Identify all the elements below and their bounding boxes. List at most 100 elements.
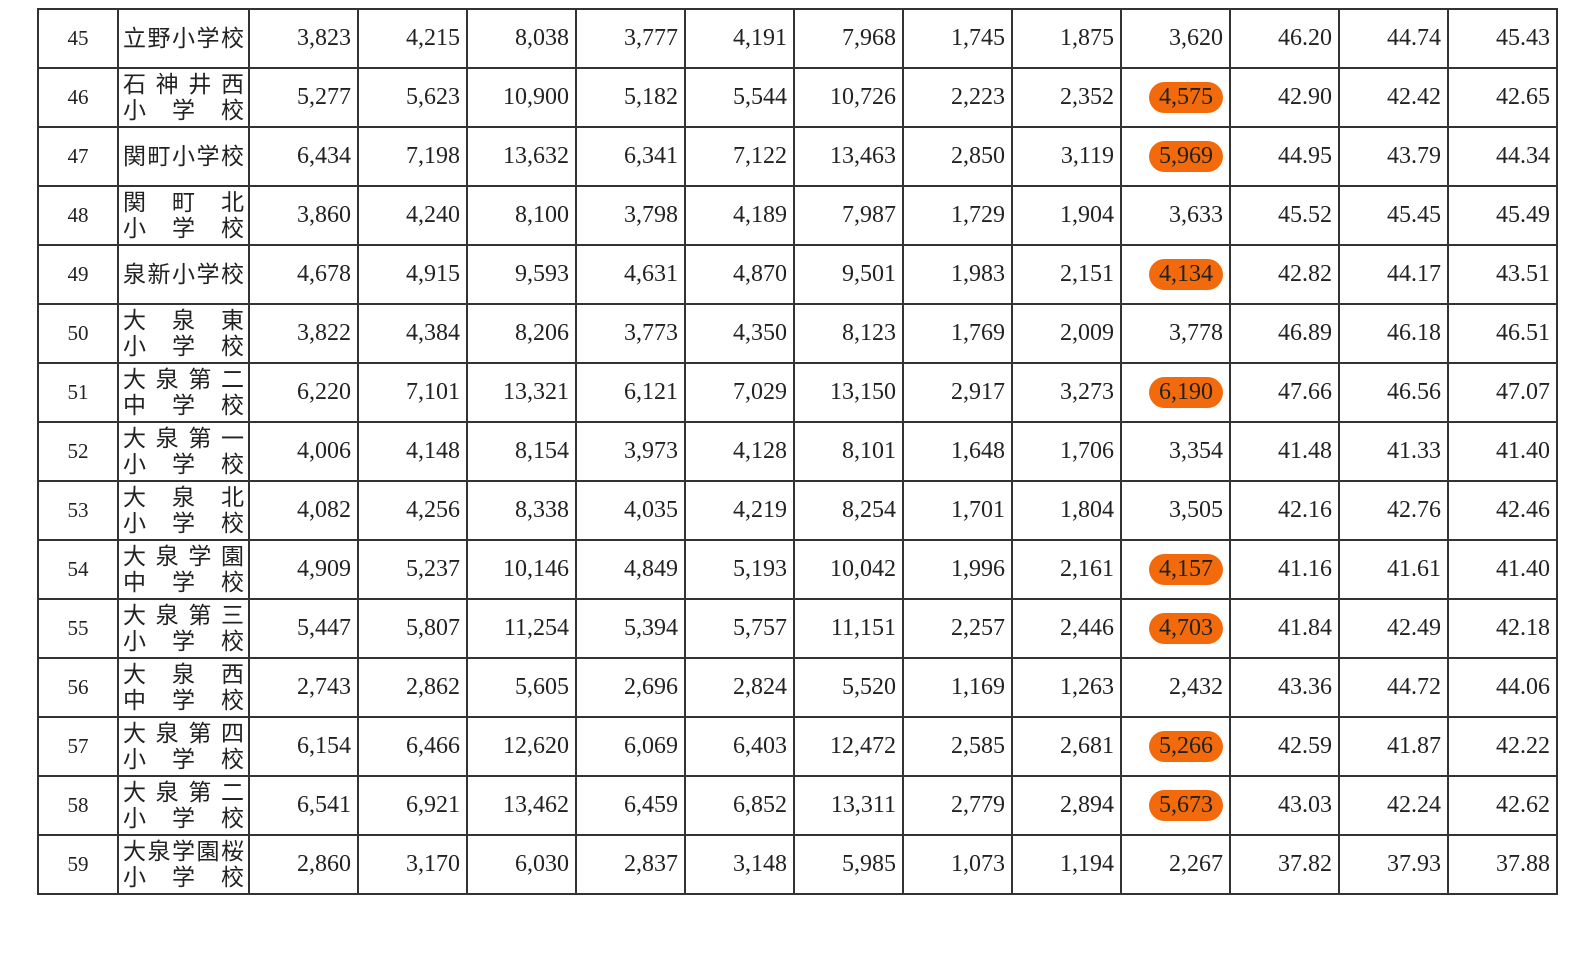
value-cell: 5,807 [357,598,468,659]
row-number: 58 [37,775,119,836]
value-cell: 44.34 [1447,126,1558,187]
value-cell: 43.51 [1447,244,1558,305]
value-cell: 6,220 [248,362,359,423]
value-cell: 1,263 [1011,657,1122,718]
name-line: 大泉北 [123,484,244,510]
value-cell: 6,541 [248,775,359,836]
highlighted-value: 4,703 [1149,613,1223,644]
value-cell: 3,633 [1120,185,1231,246]
value-cell: 5,266 [1120,716,1231,777]
table-row: 52 大泉第一 小学校 4,006 4,148 8,154 3,973 4,128 8,101 1… [37,421,1558,482]
row-number: 57 [37,716,119,777]
value-cell: 2,824 [684,657,795,718]
value-cell: 6,069 [575,716,686,777]
school-name: 関町小学校 [117,126,250,187]
value-cell: 3,148 [684,834,795,895]
name-line: 大泉第一 [123,425,244,451]
value-cell: 45.49 [1447,185,1558,246]
value-cell: 3,119 [1011,126,1122,187]
value-cell: 2,894 [1011,775,1122,836]
name-line: 関町北 [123,189,244,215]
value-cell: 13,462 [466,775,577,836]
value-cell: 6,466 [357,716,468,777]
value-cell: 41.40 [1447,539,1558,600]
value-cell: 4,006 [248,421,359,482]
name-line: 小学校 [123,333,244,359]
value-cell: 5,757 [684,598,795,659]
value-cell: 3,170 [357,834,468,895]
value-cell: 42.46 [1447,480,1558,541]
school-name: 大泉東 小学校 [117,303,250,364]
value-cell: 44.95 [1229,126,1340,187]
value-cell: 44.72 [1338,657,1449,718]
value-cell: 1,706 [1011,421,1122,482]
name-line: 大泉西 [123,661,244,687]
value-cell: 4,256 [357,480,468,541]
highlighted-value: 6,190 [1149,377,1223,408]
value-cell: 1,194 [1011,834,1122,895]
row-number: 51 [37,362,119,423]
name-line: 大泉学園 [123,543,244,569]
name-line: 小学校 [123,864,244,890]
row-number: 56 [37,657,119,718]
school-name: 石神井西 小学校 [117,67,250,128]
value-cell: 4,148 [357,421,468,482]
value-cell: 3,778 [1120,303,1231,364]
value-cell: 2,257 [902,598,1013,659]
value-cell: 42.16 [1229,480,1340,541]
value-cell: 4,870 [684,244,795,305]
value-cell: 4,678 [248,244,359,305]
value-cell: 46.89 [1229,303,1340,364]
highlighted-value: 5,673 [1149,790,1223,821]
table-row: 59 大泉学園桜 小学校 2,860 3,170 6,030 2,837 3,148 5,985… [37,834,1558,895]
value-cell: 2,151 [1011,244,1122,305]
value-cell: 42.76 [1338,480,1449,541]
value-cell: 4,575 [1120,67,1231,128]
value-cell: 1,701 [902,480,1013,541]
name-line: 大泉学園桜 [123,838,244,864]
name-line: 小学校 [123,215,244,241]
name-line: 大泉第二 [123,779,244,805]
school-name: 大泉北 小学校 [117,480,250,541]
value-cell: 3,505 [1120,480,1231,541]
value-cell: 46.56 [1338,362,1449,423]
value-cell: 41.48 [1229,421,1340,482]
value-cell: 42.49 [1338,598,1449,659]
value-cell: 2,850 [902,126,1013,187]
value-cell: 4,082 [248,480,359,541]
value-cell: 41.61 [1338,539,1449,600]
value-cell: 1,904 [1011,185,1122,246]
value-cell: 13,150 [793,362,904,423]
highlighted-value: 4,134 [1149,259,1223,290]
value-cell: 8,100 [466,185,577,246]
row-number: 45 [37,8,119,69]
value-cell: 1,169 [902,657,1013,718]
value-cell: 37.88 [1447,834,1558,895]
value-cell: 6,852 [684,775,795,836]
value-cell: 42.18 [1447,598,1558,659]
value-cell: 41.16 [1229,539,1340,600]
value-cell: 1,804 [1011,480,1122,541]
value-cell: 8,254 [793,480,904,541]
value-cell: 43.36 [1229,657,1340,718]
name-line: 小学校 [123,451,244,477]
value-cell: 5,520 [793,657,904,718]
value-cell: 6,403 [684,716,795,777]
row-number: 50 [37,303,119,364]
row-number: 53 [37,480,119,541]
school-name: 大泉学園 中学校 [117,539,250,600]
value-cell: 13,463 [793,126,904,187]
value-cell: 5,193 [684,539,795,600]
name-line: 中学校 [123,687,244,713]
value-cell: 4,035 [575,480,686,541]
value-cell: 2,681 [1011,716,1122,777]
value-cell: 5,623 [357,67,468,128]
value-cell: 3,823 [248,8,359,69]
value-cell: 7,987 [793,185,904,246]
value-cell: 4,915 [357,244,468,305]
value-cell: 1,648 [902,421,1013,482]
value-cell: 4,350 [684,303,795,364]
value-cell: 13,632 [466,126,577,187]
value-cell: 8,038 [466,8,577,69]
value-cell: 2,161 [1011,539,1122,600]
